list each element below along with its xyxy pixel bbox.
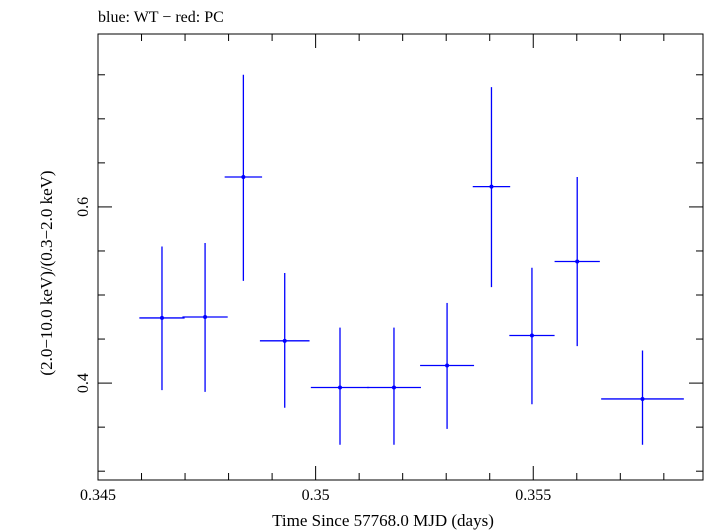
point-marker: [445, 363, 450, 368]
data-point: [139, 246, 185, 391]
point-marker: [159, 315, 164, 320]
y-tick-label: 0.6: [75, 197, 92, 217]
data-point: [509, 267, 555, 405]
x-tick-label: 0.355: [515, 487, 551, 504]
data-point: [224, 74, 263, 281]
point-marker: [338, 385, 342, 390]
point-marker: [241, 174, 246, 179]
point-marker: [391, 385, 396, 390]
data-point: [420, 302, 475, 429]
x-tick-label: 0.345: [80, 487, 116, 504]
data-point: [472, 87, 511, 288]
y-axis-label: (2.0−10.0 keV)/(0.3−2.0 keV): [37, 170, 56, 375]
data-point: [601, 350, 684, 445]
point-marker: [575, 259, 580, 264]
data-point: [554, 176, 600, 347]
data-point: [310, 327, 370, 445]
data-point: [259, 272, 310, 408]
y-tick-label: 0.4: [75, 373, 92, 393]
data-point: [182, 243, 228, 392]
point-marker: [640, 396, 645, 401]
x-axis-label: Time Since 57768.0 MJD (days): [272, 511, 494, 530]
point-marker: [529, 333, 534, 338]
x-tick-label: 0.35: [302, 487, 330, 504]
chart-title: blue: WT − red: PC: [98, 9, 224, 26]
data-point: [366, 327, 421, 445]
point-marker: [203, 315, 208, 320]
plot-frame: [97, 33, 704, 481]
point-marker: [489, 184, 494, 189]
point-marker: [282, 338, 287, 343]
